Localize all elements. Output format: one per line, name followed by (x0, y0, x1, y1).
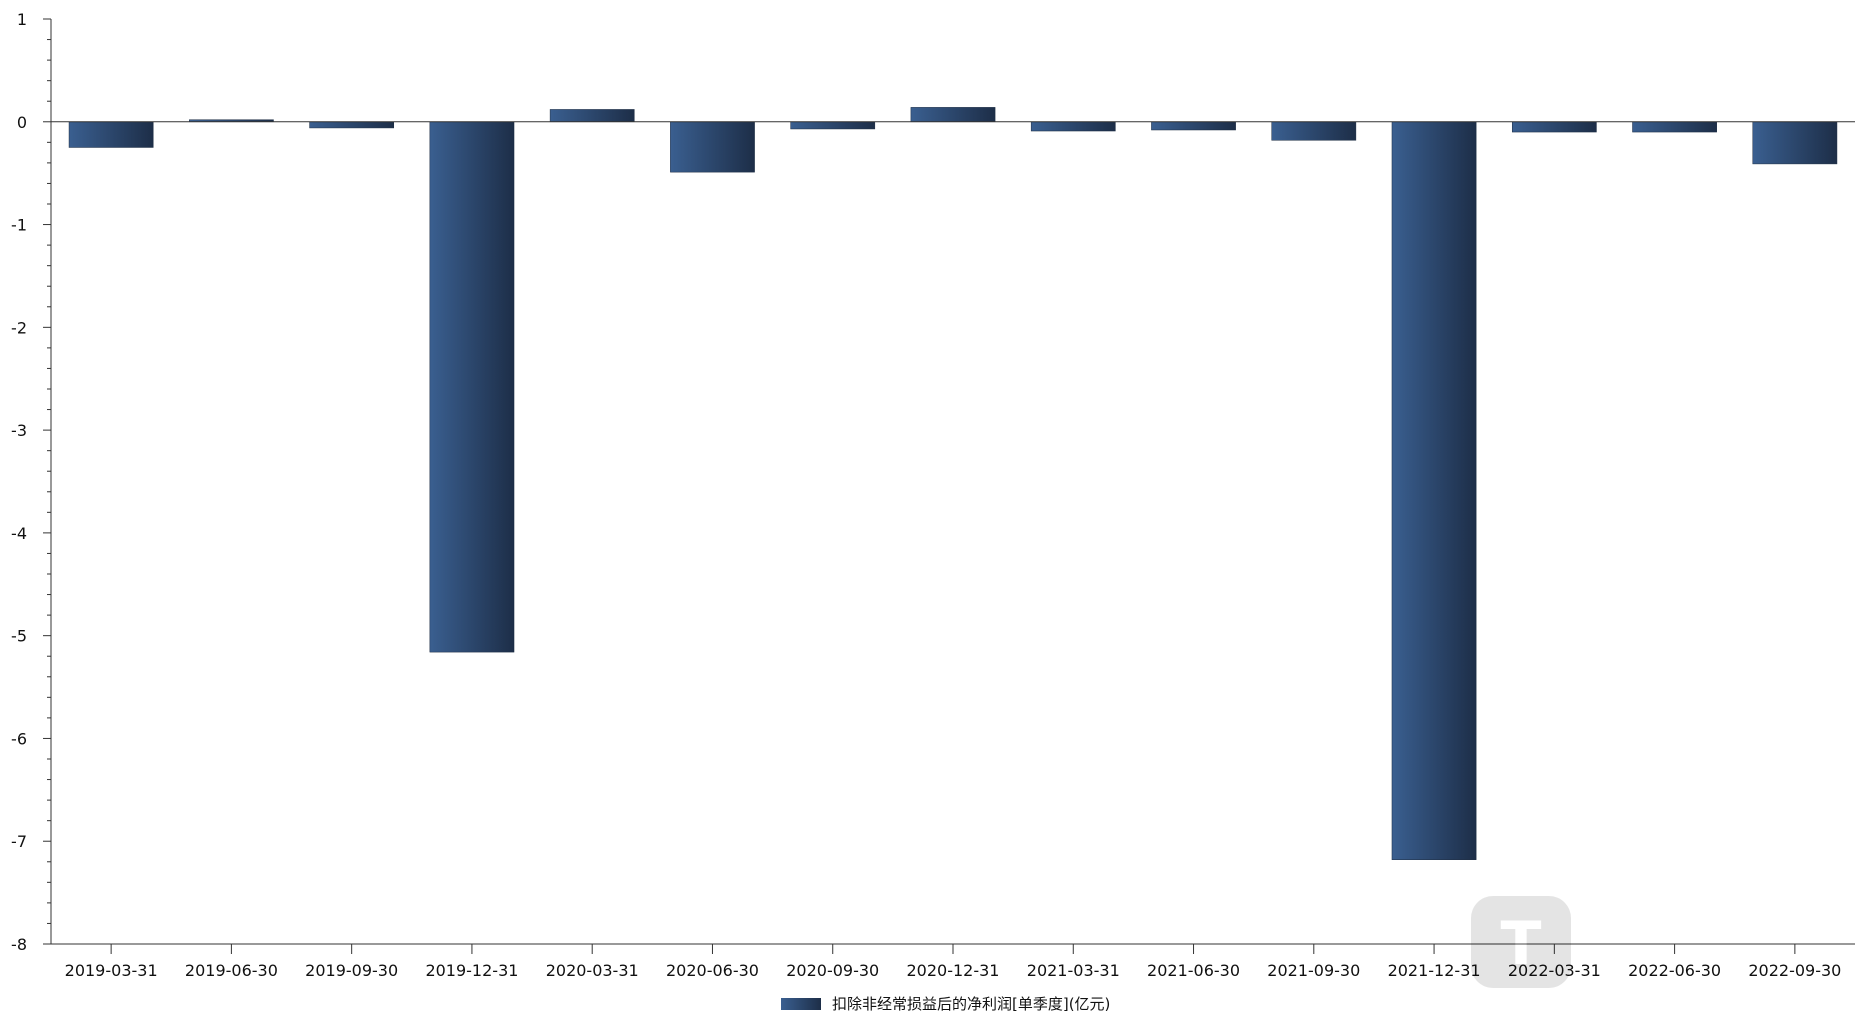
x-tick-label: 2022-03-31 (1508, 961, 1601, 980)
logo-badge-icon (1471, 896, 1571, 988)
bar[interactable] (1632, 121, 1717, 133)
x-tick-label: 2019-12-31 (425, 961, 518, 980)
bar[interactable] (1271, 121, 1357, 141)
y-tick-label: -8 (11, 935, 27, 954)
watermark-logo: T (1469, 892, 1839, 996)
x-tick-label: 2020-12-31 (907, 961, 1000, 980)
y-tick-label: -5 (11, 627, 27, 646)
legend-label: 扣除非经常损益后的净利润[单季度](亿元) (832, 995, 1110, 1011)
x-tick-label: 2019-09-30 (305, 961, 398, 980)
y-tick-label: 0 (17, 113, 27, 132)
logo-mark-icon: T (1501, 909, 1542, 979)
x-tick-label: 2021-09-30 (1267, 961, 1360, 980)
x-tick-label: 2020-03-31 (546, 961, 639, 980)
x-tick-label: 2019-03-31 (65, 961, 158, 980)
x-tick-label: 2021-06-30 (1147, 961, 1240, 980)
y-tick-label: -3 (11, 421, 27, 440)
y-tick-label: -7 (11, 832, 27, 851)
x-tick-label: 2022-09-30 (1748, 961, 1841, 980)
bar[interactable] (68, 121, 154, 148)
x-tick-label: 2020-09-30 (786, 961, 879, 980)
bar[interactable] (790, 121, 876, 130)
x-axis: 2019-03-31 2019-06-30 2019-09-30 2019-12-31… (51, 943, 1855, 980)
y-axis: 1 0 -1 -2 -3 -4 -5 -6 -7 -8 (11, 10, 52, 954)
x-tick-label: 2020-06-30 (666, 961, 759, 980)
x-tick-label: 2021-12-31 (1388, 961, 1481, 980)
x-tick-label: 2021-03-31 (1027, 961, 1120, 980)
bar[interactable] (1151, 121, 1236, 131)
bar[interactable] (429, 121, 515, 653)
y-tick-label: -1 (11, 216, 27, 235)
legend[interactable]: 扣除非经常损益后的净利润[单季度](亿元) (781, 995, 1110, 1011)
bar[interactable] (910, 107, 996, 123)
bar[interactable] (549, 109, 635, 123)
x-tick-label: 2019-06-30 (185, 961, 278, 980)
y-tick-label: -2 (11, 318, 27, 337)
y-tick-label: -4 (11, 524, 27, 543)
bar[interactable] (1391, 121, 1477, 860)
y-tick-label: 1 (17, 10, 27, 29)
bars-group (68, 107, 1838, 860)
bar[interactable] (670, 121, 755, 173)
legend-swatch (781, 998, 821, 1010)
bar[interactable] (1030, 121, 1116, 132)
bar[interactable] (1752, 121, 1838, 165)
y-tick-label: -6 (11, 729, 27, 748)
x-tick-label: 2022-06-30 (1628, 961, 1721, 980)
bar[interactable] (1511, 121, 1597, 133)
bar[interactable] (309, 121, 395, 129)
